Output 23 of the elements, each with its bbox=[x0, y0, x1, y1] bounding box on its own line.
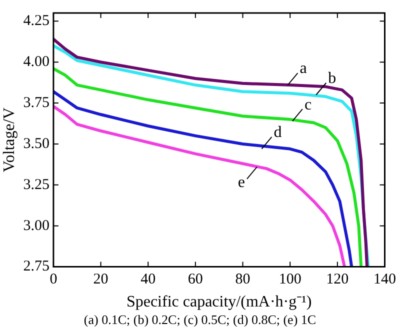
y-tick-label: 3.75 bbox=[23, 94, 50, 111]
annotation: e bbox=[238, 174, 245, 192]
annotation: d bbox=[274, 124, 282, 142]
y-tick-label: 4.00 bbox=[23, 54, 50, 70]
x-tick-label: 120 bbox=[326, 272, 349, 288]
y-tick-label: 3.25 bbox=[23, 176, 50, 193]
y-tick-label: 3.50 bbox=[23, 136, 50, 152]
x-tick-label: 20 bbox=[93, 272, 108, 288]
y-tick-label: 2.75 bbox=[23, 258, 50, 275]
text: (a) 0.1C; (b) 0.2C; (c) 0.5C; (d) 0.8C; (e) 1C bbox=[82, 312, 318, 328]
x-tick-label: 60 bbox=[188, 272, 203, 288]
annotation: c bbox=[304, 96, 312, 114]
y-axis-title: Voltage/V bbox=[0, 107, 18, 172]
y-tick-label: 3.00 bbox=[23, 218, 50, 234]
x-axis-title: Specific capacity/(mA·h·g⁻¹) bbox=[126, 294, 312, 311]
y-tick-label: 4.25 bbox=[23, 13, 50, 30]
annotation: a bbox=[300, 60, 307, 78]
annotation: b bbox=[328, 70, 336, 88]
x-tick-label: 80 bbox=[235, 272, 250, 288]
x-tick-label: 40 bbox=[140, 272, 156, 288]
x-tick-label: 100 bbox=[278, 272, 302, 288]
x-tick-label: 0 bbox=[50, 272, 58, 288]
x-tick-label: 140 bbox=[374, 272, 396, 288]
